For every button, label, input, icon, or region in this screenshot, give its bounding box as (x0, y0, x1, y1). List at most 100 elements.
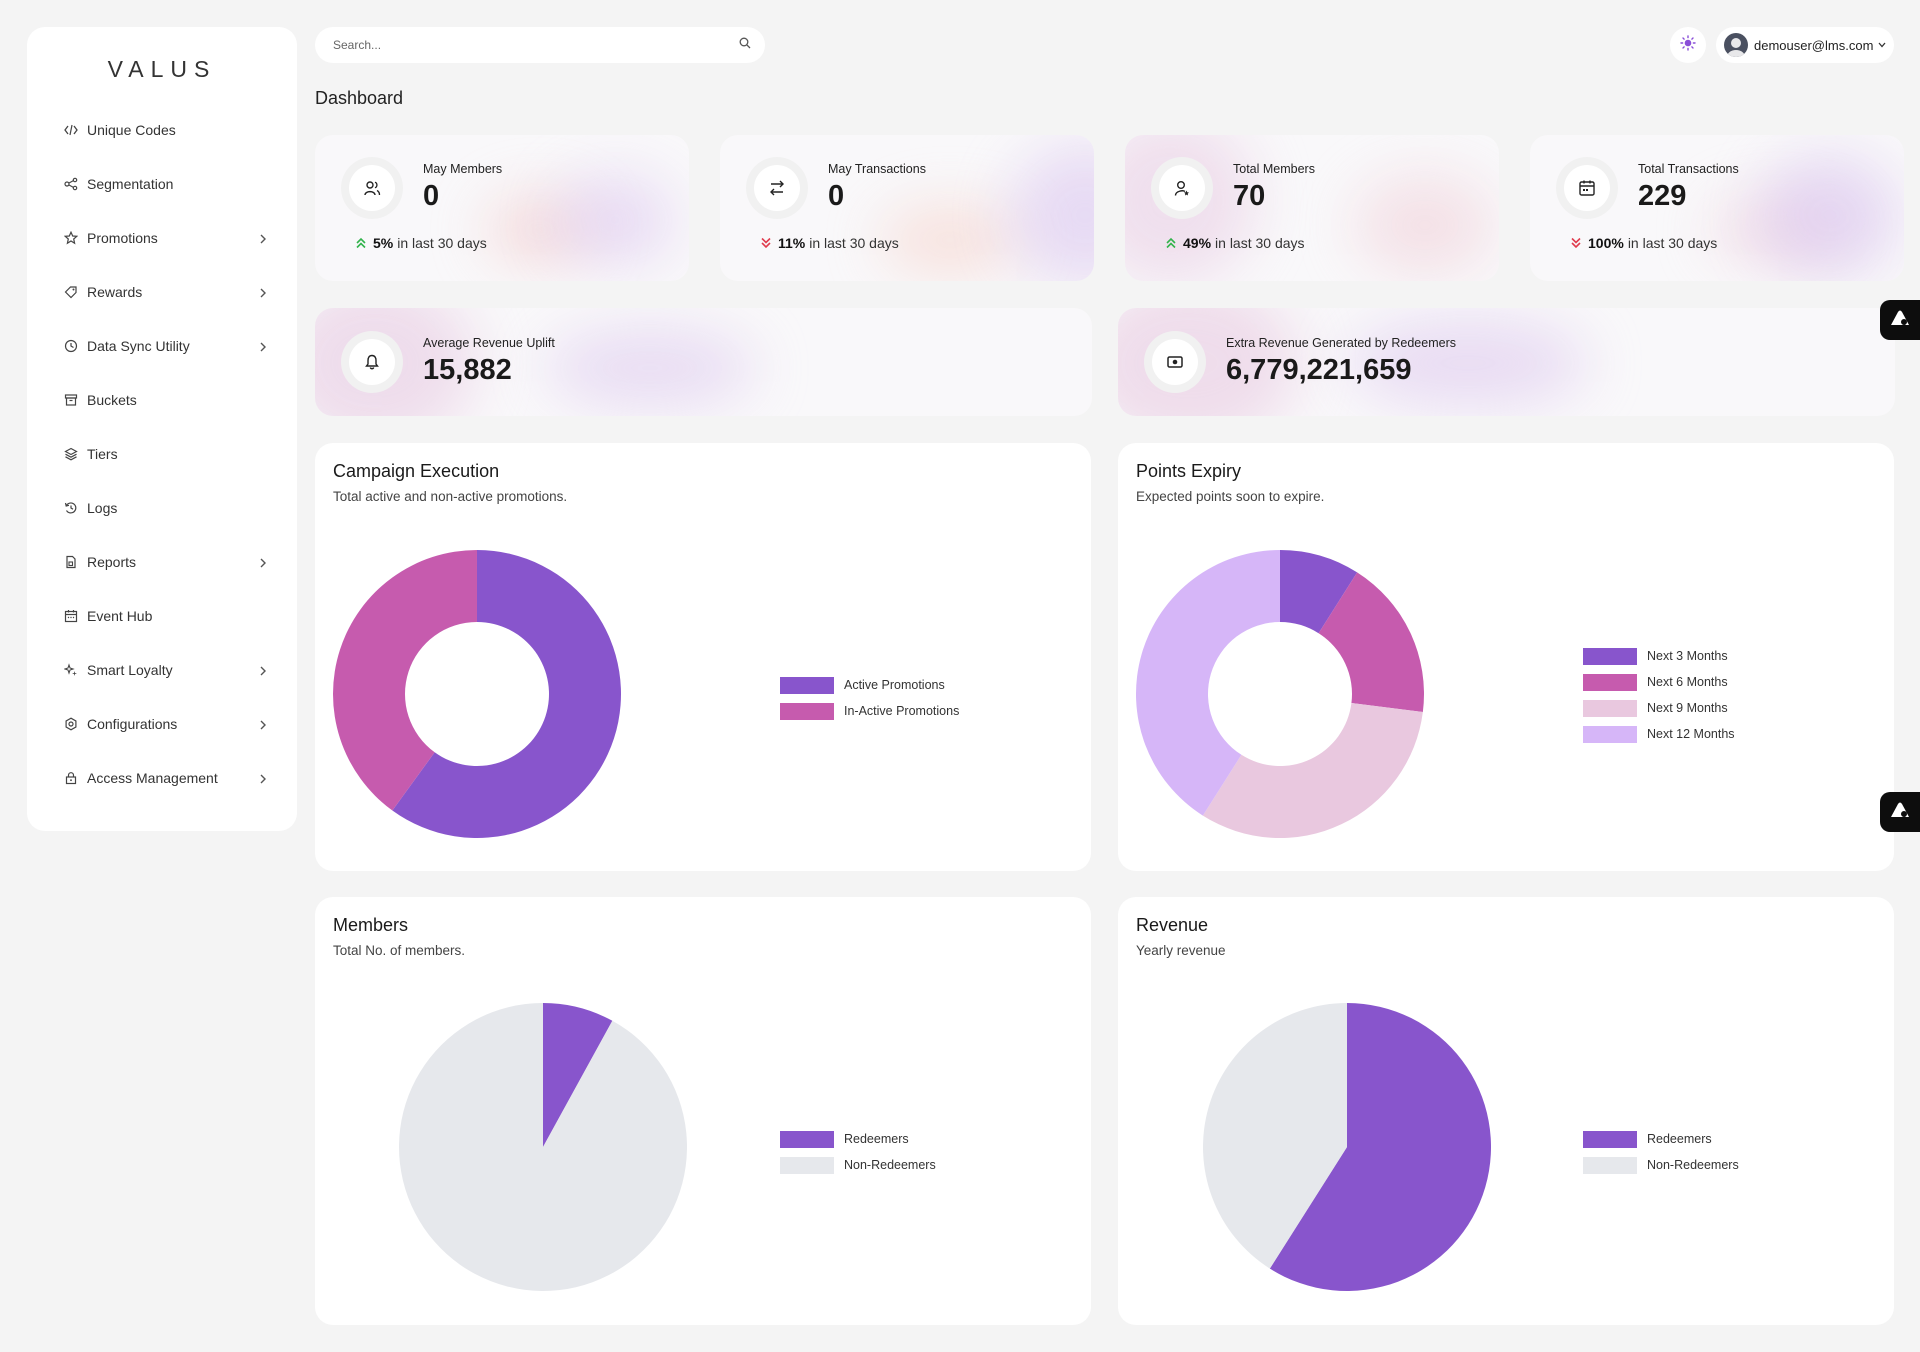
sidebar-item-data-sync-utility[interactable]: Data Sync Utility (27, 319, 297, 373)
chevron-right-icon (257, 286, 269, 298)
trend-percent: 100% (1588, 235, 1624, 251)
sidebar-item-smart-loyalty[interactable]: Smart Loyalty (27, 643, 297, 697)
chart-legend: Next 3 Months Next 6 Months Next 9 Months N… (1583, 643, 1735, 747)
sidebar-item-access-management[interactable]: Access Management (27, 751, 297, 805)
trend-up-icon (355, 237, 367, 249)
chart-legend: Redeemers Non-Redeemers (1583, 1126, 1739, 1178)
sidebar-item-promotions[interactable]: Promotions (27, 211, 297, 265)
legend-swatch (780, 702, 834, 720)
sidebar-item-segmentation[interactable]: Segmentation (27, 157, 297, 211)
sidebar-item-reports[interactable]: Reports (27, 535, 297, 589)
assistant-launcher-button[interactable] (1880, 300, 1920, 340)
history-icon (64, 501, 78, 515)
slice-in-active-promotions[interactable] (333, 550, 477, 811)
sidebar-item-label: Promotions (87, 230, 158, 246)
sidebar-item-label: Segmentation (87, 176, 174, 192)
stat-icon-wrap (341, 331, 403, 393)
legend-item[interactable]: Next 9 Months (1583, 695, 1735, 721)
trend-percent: 11% (778, 235, 806, 251)
trend-down-icon (760, 237, 772, 249)
stat-label: Extra Revenue Generated by Redeemers (1226, 336, 1456, 350)
slice-next-6-months[interactable] (1318, 572, 1424, 713)
sidebar-item-configurations[interactable]: Configurations (27, 697, 297, 751)
sidebar-item-buckets[interactable]: Buckets (27, 373, 297, 427)
stat-trend: 49% in last 30 days (1165, 235, 1305, 251)
stat-label: Total Transactions (1638, 162, 1739, 176)
lock-icon (64, 771, 78, 785)
theme-toggle-button[interactable] (1670, 27, 1706, 63)
sidebar-item-logs[interactable]: Logs (27, 481, 297, 535)
user-menu-button[interactable]: demouser@lms.com (1716, 27, 1894, 63)
slice-next-3-months[interactable] (1280, 550, 1358, 634)
stat-trend: 5% in last 30 days (355, 235, 487, 251)
legend-item[interactable]: Next 6 Months (1583, 669, 1735, 695)
chart-svg-points-expiry (1136, 550, 1424, 838)
bell-icon (363, 353, 381, 371)
legend-item[interactable]: Next 12 Months (1583, 721, 1735, 747)
search-bar (315, 27, 765, 63)
file-icon (64, 555, 78, 569)
chart-title: Members (333, 915, 409, 935)
clock-icon (64, 339, 78, 353)
slice-redeemers[interactable] (543, 1003, 613, 1147)
stat-value: 229 (1638, 180, 1687, 212)
chart-title: Points Expiry (1136, 461, 1242, 481)
stat-value: 0 (423, 180, 440, 212)
chart-svg-campaign-execution (333, 550, 622, 838)
sidebar-item-rewards[interactable]: Rewards (27, 265, 297, 319)
legend-item[interactable]: In-Active Promotions (780, 698, 959, 724)
sidebar-item-label: Smart Loyalty (87, 662, 173, 678)
brand-logo: VALUS (107, 56, 217, 82)
search-input[interactable] (333, 38, 739, 52)
stat-card-may-transactions: May Transactions 0 11% in last 30 days (720, 135, 1094, 281)
search-icon[interactable] (739, 36, 751, 54)
sidebar-item-label: Access Management (87, 770, 218, 786)
chart-title: Revenue (1136, 915, 1209, 935)
legend-swatch (780, 1130, 834, 1148)
star-icon (64, 231, 78, 245)
legend-item[interactable]: Next 3 Months (1583, 643, 1735, 669)
sidebar-item-event-hub[interactable]: Event Hub (27, 589, 297, 643)
trend-text: in last 30 days (1627, 235, 1718, 251)
legend-item[interactable]: Active Promotions (780, 672, 959, 698)
chart-subtitle: Expected points soon to expire. (1136, 489, 1325, 504)
legend-label: Non-Redeemers (844, 1158, 936, 1172)
sidebar-item-tiers[interactable]: Tiers (27, 427, 297, 481)
legend-item[interactable]: Non-Redeemers (780, 1152, 936, 1178)
slice-next-12-months[interactable] (1136, 550, 1280, 816)
trend-text: in last 30 days (397, 235, 487, 251)
legend-swatch (1583, 1130, 1637, 1148)
sidebar-item-label: Reports (87, 554, 137, 570)
sidebar-item-label: Tiers (87, 446, 118, 462)
legend-swatch (780, 676, 834, 694)
legend-label: Next 12 Months (1647, 727, 1735, 741)
chevron-right-icon (257, 556, 269, 568)
stat-trend: 11% in last 30 days (760, 235, 899, 251)
legend-item[interactable]: Redeemers (780, 1126, 936, 1152)
stat-value: 0 (828, 180, 845, 212)
segment-icon (64, 177, 78, 191)
assistant-launcher-button-2[interactable] (1880, 792, 1920, 832)
stat-icon-wrap (341, 157, 403, 219)
sidebar-item-unique-codes[interactable]: Unique Codes (27, 103, 297, 157)
slice-non-redeemers[interactable] (1203, 1003, 1347, 1269)
chart-title: Campaign Execution (333, 461, 500, 481)
slice-active-promotions[interactable] (392, 550, 622, 838)
stat-card-may-members: May Members 0 5% in last 30 days (315, 135, 689, 281)
chevron-right-icon (257, 664, 269, 676)
gear-icon (64, 717, 78, 731)
trend-percent: 49% (1183, 235, 1212, 251)
slice-non-redeemers[interactable] (399, 1003, 687, 1291)
legend-item[interactable]: Non-Redeemers (1583, 1152, 1739, 1178)
slice-redeemers[interactable] (1269, 1003, 1491, 1291)
slice-next-9-months[interactable] (1202, 703, 1423, 838)
chevron-right-icon (257, 340, 269, 352)
chevron-right-icon (257, 772, 269, 784)
legend-item[interactable]: Redeemers (1583, 1126, 1739, 1152)
stat-icon-wrap (746, 157, 808, 219)
chart-card-members: Members Total No. of members. Redeemers Non… (315, 897, 1091, 1325)
stat-value: 6,779,221,659 (1226, 354, 1412, 386)
page-title: Dashboard (315, 88, 404, 108)
trend-text: in last 30 days (809, 235, 899, 251)
assistant-logo-icon (1889, 309, 1911, 332)
